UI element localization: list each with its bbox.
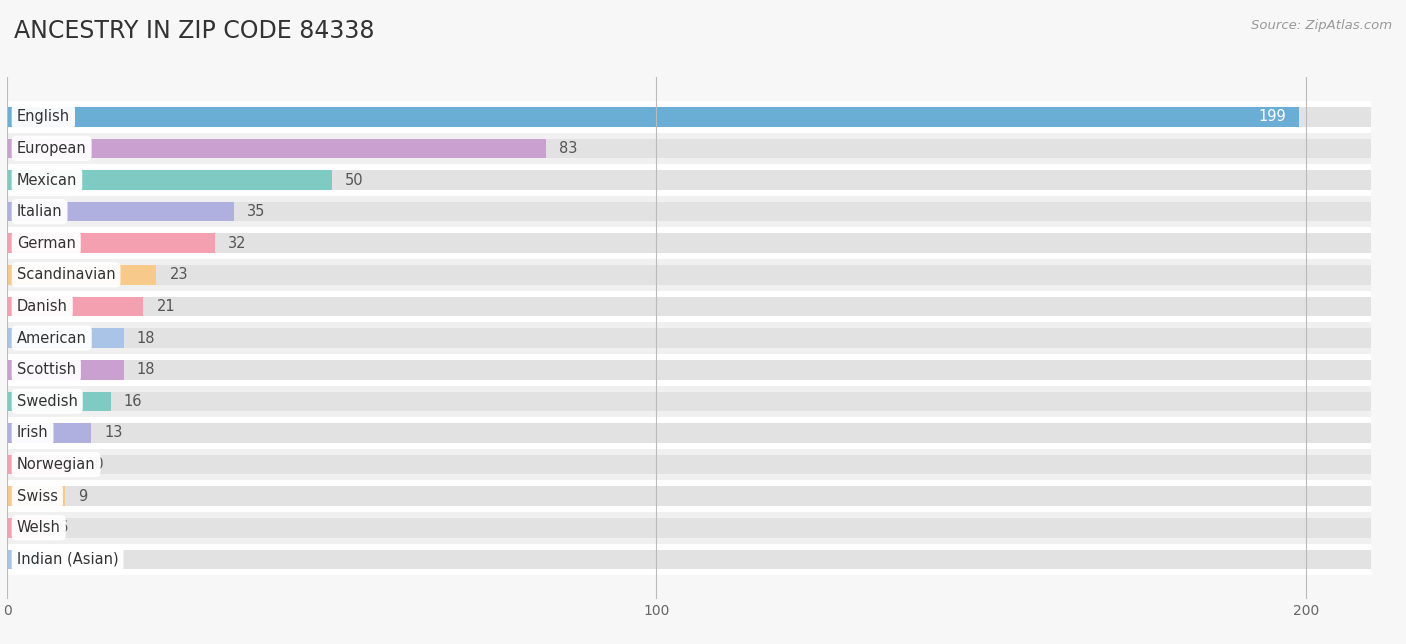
Bar (0, 512, 1406, 544)
Bar (7, 518, 46, 538)
Text: Scandinavian: Scandinavian (17, 267, 115, 282)
Bar (0, 101, 1406, 133)
Text: Welsh: Welsh (17, 520, 60, 535)
Bar (7, 297, 143, 316)
Bar (7, 107, 1299, 127)
Bar (7, 392, 1371, 411)
Bar (7, 170, 332, 190)
Text: European: European (17, 141, 87, 156)
Text: 9: 9 (79, 489, 87, 504)
Text: 5: 5 (52, 552, 62, 567)
Bar (7, 202, 235, 222)
Text: ANCESTRY IN ZIP CODE 84338: ANCESTRY IN ZIP CODE 84338 (14, 19, 374, 43)
Text: 199: 199 (1258, 109, 1286, 124)
Text: Indian (Asian): Indian (Asian) (17, 552, 118, 567)
Text: Italian: Italian (17, 204, 62, 219)
Bar (7, 234, 215, 253)
Text: 16: 16 (124, 394, 142, 409)
Bar (0, 386, 1406, 417)
Bar (7, 423, 91, 442)
Text: 21: 21 (156, 299, 174, 314)
Text: German: German (17, 236, 76, 251)
Text: 35: 35 (247, 204, 266, 219)
Bar (7, 107, 1371, 127)
Bar (7, 549, 39, 569)
Bar (7, 360, 124, 379)
Bar (7, 265, 1371, 285)
Bar (7, 486, 66, 506)
Bar (0, 417, 1406, 449)
Bar (0, 322, 1406, 354)
Bar (7, 328, 124, 348)
Text: 23: 23 (169, 267, 188, 282)
Bar (7, 138, 546, 158)
Text: 32: 32 (228, 236, 246, 251)
Text: 10: 10 (84, 457, 104, 472)
Text: Swedish: Swedish (17, 394, 77, 409)
Bar (7, 138, 1371, 158)
Bar (7, 170, 1371, 190)
Bar (7, 360, 1371, 379)
Bar (0, 544, 1406, 575)
Bar (7, 518, 1371, 538)
Text: 13: 13 (104, 426, 122, 440)
Bar (7, 455, 72, 475)
Bar (7, 392, 111, 411)
Text: 6: 6 (59, 520, 69, 535)
Bar (7, 297, 1371, 316)
Text: Source: ZipAtlas.com: Source: ZipAtlas.com (1251, 19, 1392, 32)
Bar (7, 265, 156, 285)
Text: 18: 18 (136, 330, 156, 346)
Text: 18: 18 (136, 362, 156, 377)
Text: Norwegian: Norwegian (17, 457, 96, 472)
Bar (0, 290, 1406, 322)
Bar (7, 328, 1371, 348)
Text: Mexican: Mexican (17, 173, 77, 187)
Text: English: English (17, 109, 70, 124)
Bar (0, 480, 1406, 512)
Text: Swiss: Swiss (17, 489, 58, 504)
Text: 50: 50 (344, 173, 363, 187)
Bar (7, 549, 1371, 569)
Bar (0, 196, 1406, 227)
Text: Irish: Irish (17, 426, 48, 440)
Bar (0, 133, 1406, 164)
Bar (0, 164, 1406, 196)
Bar (0, 227, 1406, 259)
Bar (0, 354, 1406, 386)
Text: Scottish: Scottish (17, 362, 76, 377)
Text: Danish: Danish (17, 299, 67, 314)
Bar (0, 449, 1406, 480)
Text: American: American (17, 330, 87, 346)
Bar (7, 486, 1371, 506)
Bar (7, 202, 1371, 222)
Bar (7, 455, 1371, 475)
Bar (0, 259, 1406, 290)
Text: 83: 83 (560, 141, 578, 156)
Bar (7, 234, 1371, 253)
Bar (7, 423, 1371, 442)
